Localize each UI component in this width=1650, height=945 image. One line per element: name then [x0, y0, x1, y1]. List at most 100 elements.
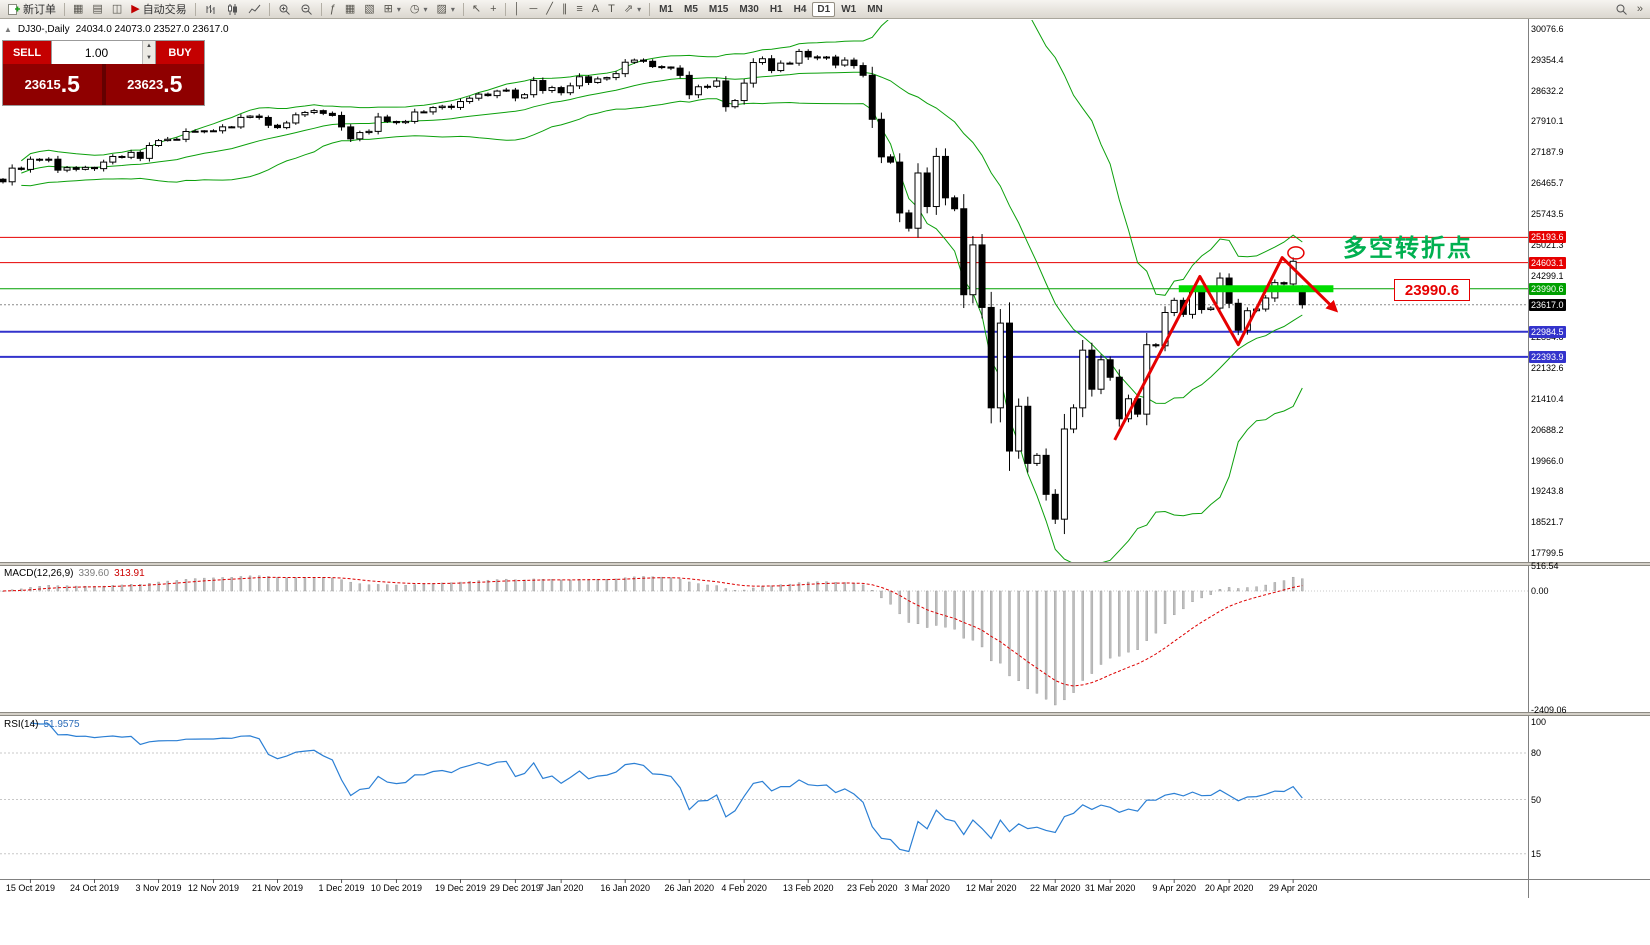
chevron-down-icon: ▾: [450, 4, 455, 14]
toolbar-separator: [64, 2, 65, 16]
arrows-tool-icon: ⇗: [623, 2, 634, 15]
macd-axis-label: 516.54: [1531, 560, 1559, 571]
macd-value-main: 339.60: [78, 568, 110, 579]
timeframe-d1-button[interactable]: D1: [812, 1, 836, 17]
text-tool-icon: A: [591, 2, 600, 15]
volume-down-icon[interactable]: ▼: [143, 52, 155, 64]
time-axis-label: 24 Oct 2019: [69, 883, 120, 893]
time-axis-label: 7 Jan 2020: [538, 883, 584, 893]
price-axis-tick: 28632.2: [1531, 85, 1564, 96]
toolbar-separator: [462, 2, 464, 16]
line-chart-button[interactable]: [244, 1, 265, 18]
ohlc-values-label: 24034.0 24073.0 23527.0 23617.0: [75, 24, 229, 35]
time-axis-label: 10 Dec 2019: [370, 883, 422, 893]
volume-up-icon[interactable]: ▲: [143, 41, 155, 53]
panel-separator-macd[interactable]: [0, 562, 1650, 566]
text-tool-button[interactable]: A: [588, 1, 603, 18]
sell-price[interactable]: 23615.5: [3, 64, 102, 105]
toolbar-separator: [268, 2, 270, 16]
horizontal-line-tool-button[interactable]: ─: [525, 1, 541, 18]
cursor-tool-button[interactable]: ↖: [468, 1, 485, 18]
crosshair-tool-button[interactable]: +: [486, 1, 500, 18]
templates-icon: ▨: [436, 2, 447, 15]
market-watch-button[interactable]: ▤: [88, 1, 106, 18]
new-order-icon: [8, 3, 20, 15]
rsi-axis-label: 50: [1531, 794, 1542, 805]
tile-windows-button[interactable]: ▦: [341, 1, 359, 18]
indicators-button[interactable]: ƒ: [326, 1, 340, 18]
price-axis-tick: 19243.8: [1531, 486, 1564, 497]
autotrade-button[interactable]: ▶ 自动交易: [127, 1, 190, 18]
search-button[interactable]: [1611, 1, 1632, 18]
volume-input[interactable]: [52, 41, 155, 64]
timeframe-m5-button[interactable]: M5: [684, 3, 698, 15]
new-order-button[interactable]: 新订单: [3, 1, 60, 18]
periods-button[interactable]: ◷ ▾: [406, 1, 432, 18]
buy-price-main: 23623: [127, 77, 164, 92]
buy-price[interactable]: 23623.5: [106, 64, 205, 105]
timeframe-w1-button[interactable]: W1: [841, 3, 857, 15]
cursor-icon: ↖: [471, 2, 482, 15]
one-click-collapse-toggle[interactable]: ▲: [4, 25, 12, 34]
time-axis-label: 3 Nov 2019: [135, 883, 182, 893]
time-axis-label: 13 Feb 2020: [782, 883, 834, 893]
zoom-in-button[interactable]: [274, 1, 295, 18]
bar-chart-button[interactable]: [200, 1, 221, 18]
toolbar-overflow-button[interactable]: »: [1633, 1, 1647, 18]
navigator-button[interactable]: ◫: [108, 1, 126, 18]
sell-button[interactable]: SELL: [3, 41, 51, 64]
chevron-down-icon: ▾: [637, 4, 642, 14]
zoom-in-icon: [279, 4, 290, 15]
templates-button[interactable]: ▨ ▾: [432, 1, 458, 18]
rsi-axis-label: 15: [1531, 848, 1542, 859]
new-chart-button[interactable]: ⊞ ▾: [380, 1, 405, 18]
one-click-trading-panel: SELL ▲ ▼ BUY 23615.5 23623.5: [2, 40, 205, 106]
price-level-chip: 23990.6: [1529, 282, 1566, 295]
timeframe-h1-button[interactable]: H1: [769, 3, 783, 15]
sell-price-big: .5: [60, 71, 80, 97]
trendline-tool-button[interactable]: ╱: [542, 1, 557, 18]
timeframe-m1-button[interactable]: M1: [659, 3, 673, 15]
macd-value-signal: 313.91: [114, 568, 145, 579]
time-axis-label: 31 Mar 2020: [1084, 883, 1136, 893]
candlestick-chart-button[interactable]: [222, 1, 243, 18]
time-axis-label: 26 Jan 2020: [664, 883, 715, 893]
rsi-name: RSI(14): [4, 719, 39, 730]
price-axis-tick: 25743.5: [1531, 208, 1564, 219]
timeframe-m15-button[interactable]: M15: [708, 3, 729, 15]
price-axis-tick: 27187.9: [1531, 147, 1564, 158]
buy-price-big: .5: [163, 71, 183, 97]
tile-windows-icon: ▦: [344, 2, 356, 15]
arrows-tool-button[interactable]: ⇗ ▾: [620, 1, 645, 18]
price-axis-tick: 25021.3: [1531, 239, 1564, 250]
timeframe-h4-button[interactable]: H4: [793, 3, 807, 15]
chart-title-overlay: ▲ DJ30-,Daily 24034.0 24073.0 23527.0 23…: [4, 24, 229, 35]
time-axis-label: 19 Dec 2019: [434, 883, 487, 893]
turning-point-annotation[interactable]: 多空转折点: [1343, 235, 1473, 262]
macd-axis-label: 0.00: [1531, 586, 1549, 596]
price-axis-tick: 22132.6: [1531, 363, 1564, 374]
market-watch-icon: ▤: [92, 2, 103, 15]
buy-button[interactable]: BUY: [156, 41, 204, 64]
timeframe-m30-button[interactable]: M30: [739, 3, 759, 15]
zoom-out-button[interactable]: [296, 1, 317, 18]
time-axis-label: 29 Dec 2019: [489, 883, 541, 893]
symbol-period-label: DJ30-,Daily: [17, 24, 70, 35]
price-axis-tick: 26465.7: [1531, 178, 1564, 189]
channel-tool-button[interactable]: ∥: [558, 1, 572, 18]
label-tool-button[interactable]: T: [604, 1, 619, 18]
cascade-windows-button[interactable]: ▧: [360, 1, 378, 18]
panel-separator-rsi[interactable]: [0, 712, 1650, 716]
vertical-line-tool-button[interactable]: │: [510, 1, 525, 18]
toolbar-separator: [649, 2, 651, 16]
price-callout-label[interactable]: 23990.6: [1394, 279, 1470, 301]
chart-window-button[interactable]: ▦: [69, 1, 87, 18]
horizontal-line-icon: ─: [529, 2, 538, 15]
toolbar-separator: [504, 2, 506, 16]
toolbar-separator: [320, 2, 322, 16]
price-level-chip: 24603.1: [1529, 256, 1566, 269]
chart-window-icon: ▦: [73, 2, 84, 15]
timeframe-mn-button[interactable]: MN: [867, 3, 883, 15]
vertical-line-icon: │: [513, 2, 521, 15]
fibonacci-tool-button[interactable]: ≡: [572, 1, 586, 18]
